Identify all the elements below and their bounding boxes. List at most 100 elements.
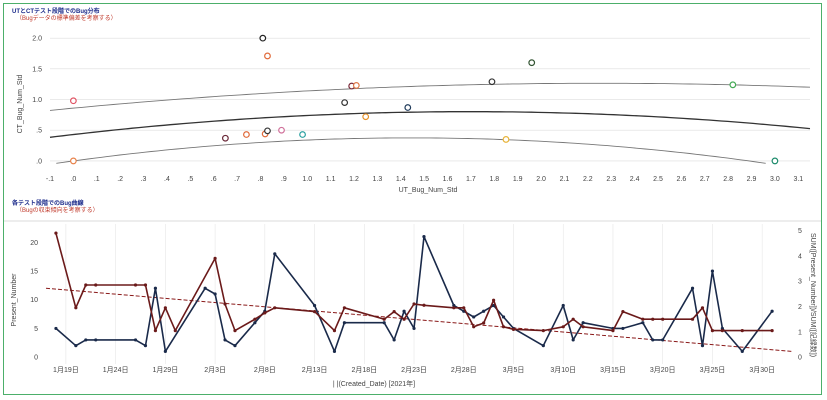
line-y-tick-label: 0 [34,355,38,362]
line-series-point-1 [472,315,476,319]
scatter-chart: -.1 .0 .1 .2 .3 .4 .5 .6 .7 .8 .9 1.0 1.1 1.2 1.3 1.4 1.… [17,34,811,194]
line-series-point-2 [740,329,744,333]
line-x-tick-label: 3月25日 [700,366,726,374]
line-series-point-2 [482,321,486,325]
line-series-point-2 [541,329,545,333]
line-series-point-1 [770,309,774,313]
scatter-x-tick-label: 2.1 [560,176,570,183]
scatter-point [69,97,77,105]
line-y2-tick-label: 5 [798,228,802,235]
line-series [54,231,774,353]
line-y2-ticks: 0 1 2 3 4 5 [798,228,802,362]
line-x-tick-label: 1月29日 [153,366,179,374]
line-series-point-2 [770,329,774,333]
scatter-lower-band-curve [56,137,766,164]
scatter-point [341,99,349,107]
scatter-x-tick-label: .9 [281,176,287,183]
scatter-x-tick-label: .7 [234,176,240,183]
line-series-point-1 [74,344,78,348]
line-series-point-2 [84,283,88,287]
line-series-point-2 [312,310,317,314]
scatter-x-tick-label: 2.7 [700,176,710,183]
scatter-x-tick-label: 1.7 [466,176,476,183]
line-series-point-2 [412,302,416,306]
line-series-point-2 [173,329,177,333]
line-series-point-2 [163,306,167,310]
line-x-tick-label: 2月8日 [254,366,276,374]
scatter-x-tick-label: 1.8 [489,176,499,183]
scatter-x-tick-label: 1.9 [513,176,523,183]
line-series-point-2 [661,317,665,321]
line-y-tick-label: 15 [30,269,38,276]
scatter-x-tick-label: .4 [164,176,170,183]
scatter-point [488,78,496,86]
line-x-tick-label: 3月20日 [650,366,676,374]
line-series-point-2 [382,317,386,321]
line-series-point-1 [203,286,207,290]
line-series-point-2 [223,302,227,306]
line-series-point-1 [163,349,167,353]
scatter-y-tick-label: 1.0 [32,97,42,104]
line-series-point-2 [611,329,615,333]
line-x-tick-label: 3月5日 [503,366,525,374]
line-series-point-2 [273,306,277,310]
line-y2-tick-label: 2 [798,304,802,311]
scatter-x-tick-label: 3.1 [793,176,803,183]
scatter-point [278,126,285,134]
line-subtitle: （Bugの収束傾向を考察する） [16,208,99,214]
line-chart: 1月19日 1月24日 1月29日 2月3日 2月8日 2月13日 2月18日 2月23日 2月… [4,220,821,388]
line-series-point-1 [213,292,217,296]
scatter-x-tick-label: 2.6 [677,176,687,183]
line-series-point-2 [651,317,655,321]
line-series-point-2 [153,329,158,333]
line-series-point-2 [253,317,257,321]
scatter-trend-curves [49,82,811,164]
scatter-x-tick-label: .8 [258,176,264,183]
line-series-point-1 [422,235,426,239]
line-series-point-1 [133,338,138,342]
scatter-y-ticks: .0 .5 1.0 1.5 2.0 [32,36,42,166]
line-series-point-2 [452,306,456,310]
scatter-x-tick-label: 1.0 [302,176,312,183]
scatter-x-tick-label: .0 [70,176,76,183]
scatter-point [362,113,370,121]
line-x-tick-label: 3月10日 [550,366,576,374]
line-series-point-2 [233,329,237,333]
scatter-point [221,134,229,142]
scatter-x-tick-label: 2.3 [606,176,616,183]
line-series-point-2 [263,311,267,315]
line-series-point-1 [312,303,317,308]
line-series-point-2 [74,306,78,310]
scatter-x-tick-label: -.1 [46,176,54,183]
scatter-y-axis-label: CT_Bug_Num_Std [17,75,24,134]
line-series-point-2 [492,298,496,302]
scatter-y-tick-label: 1.5 [32,66,42,73]
line-series-point-2 [700,306,705,310]
line-series-point-2 [54,231,58,235]
line-series-point-1 [690,286,695,290]
line-series-point-2 [392,310,396,314]
line-series-point-1 [740,349,744,353]
scatter-point [69,157,77,165]
scatter-point [243,131,250,138]
line-x-tick-label: 2月3日 [204,366,226,374]
scatter-x-tick-label: 3.0 [770,176,780,183]
scatter-point [352,82,360,89]
scatter-x-tick-label: 2.5 [653,176,663,183]
scatter-point [299,131,306,138]
line-x-tick-label: 1月19日 [53,366,79,374]
scatter-points [69,34,779,165]
line-series-point-1 [233,344,237,348]
line-series-point-2 [501,325,506,329]
line-y-tick-label: 5 [34,326,38,333]
scatter-gridlines [50,37,810,162]
line-y2-axis-label: SUM([Present_Number])/SUM([記録数]) [809,233,818,357]
line-series-point-1 [581,321,585,325]
line-series-point-1 [153,286,158,290]
line-series-point-2 [213,256,217,261]
line-series-point-1 [273,252,277,256]
line-series-point-1 [651,338,655,342]
scatter-x-tick-label: .3 [141,176,147,183]
scatter-x-tick-label: 1.2 [349,176,359,183]
line-y-tick-label: 10 [30,297,38,304]
